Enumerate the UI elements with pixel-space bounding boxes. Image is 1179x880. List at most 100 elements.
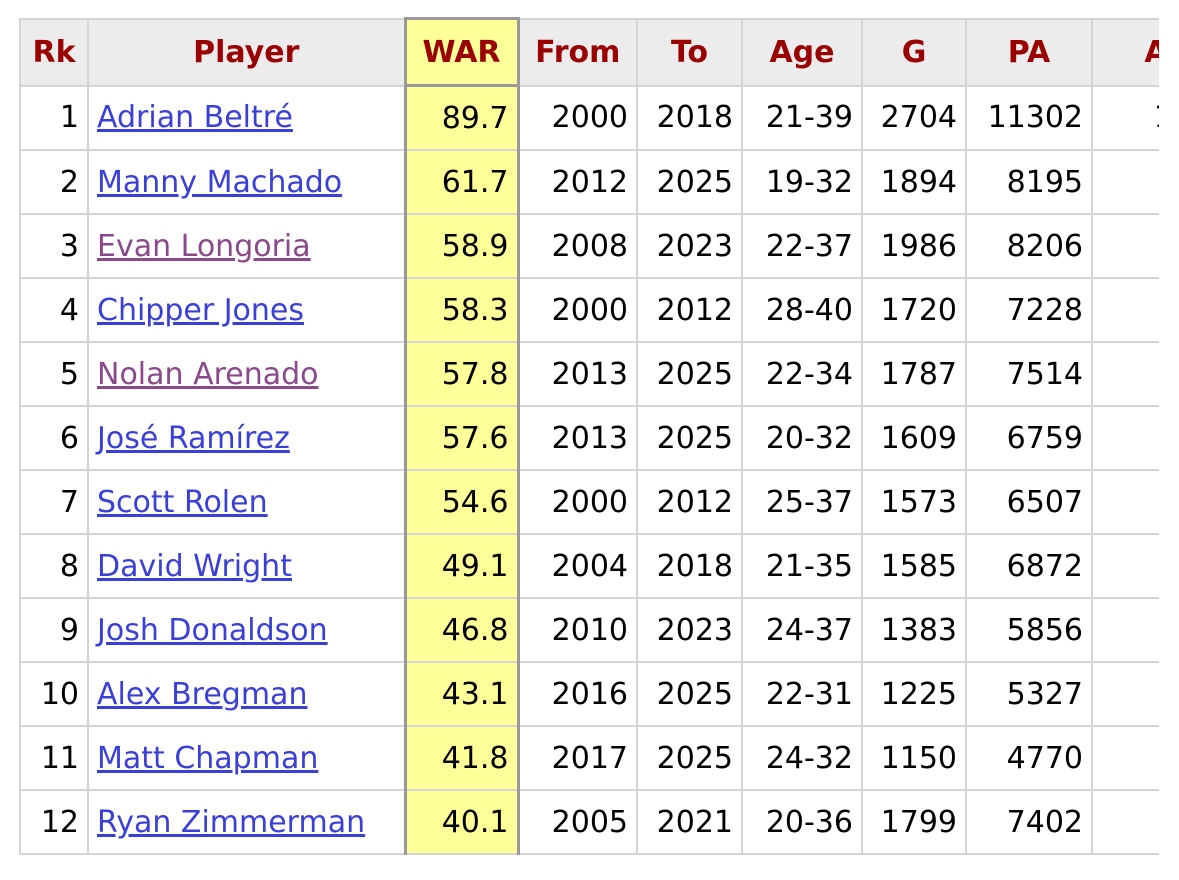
table-row: 1 Adrian Beltré 89.7 2000 2018 21-39 2704 11302…	[19, 84, 1159, 151]
table-cell: 41.8	[403, 725, 520, 791]
table-cell: 41	[1091, 725, 1159, 791]
table-cell: 6	[19, 405, 89, 471]
table-cell: 6507	[965, 469, 1093, 535]
column-header[interactable]: To	[636, 17, 743, 87]
table-cell: 22-37	[741, 213, 863, 279]
table-cell: 68	[1091, 341, 1159, 407]
table-cell: 1720	[861, 277, 967, 343]
player-link[interactable]: Alex Bregman	[97, 676, 308, 712]
table-cell: 22-31	[741, 661, 863, 727]
table-cell: 46.8	[403, 597, 520, 663]
player-link[interactable]: Evan Longoria	[97, 228, 311, 264]
table-cell: 74	[1091, 149, 1159, 215]
player-link[interactable]: Josh Donaldson	[97, 612, 328, 648]
player-cell: Nolan Arenado	[87, 341, 406, 407]
player-link[interactable]: Scott Rolen	[97, 484, 268, 520]
table-cell: 59	[1091, 533, 1159, 599]
player-link[interactable]: Nolan Arenado	[97, 356, 319, 392]
table-cell: 7402	[965, 789, 1093, 855]
table-cell: 5327	[965, 661, 1093, 727]
table-body: 1 Adrian Beltré 89.7 2000 2018 21-39 2704 11302…	[19, 84, 1159, 855]
table-cell: 20-32	[741, 405, 863, 471]
player-cell: Alex Bregman	[87, 661, 406, 727]
table-row: 9 Josh Donaldson 46.8 2010 2023 24-37 1383 5856…	[19, 597, 1159, 663]
table-cell: 1150	[861, 725, 967, 791]
column-header[interactable]: Rk	[19, 17, 89, 87]
table-cell: 73	[1091, 213, 1159, 279]
column-header[interactable]: PA	[965, 17, 1093, 87]
table-cell: 59	[1091, 405, 1159, 471]
table-cell: 22-34	[741, 341, 863, 407]
table-cell: 2025	[636, 149, 743, 215]
table-cell: 2018	[636, 533, 743, 599]
table-cell: 2018	[636, 84, 743, 151]
player-cell: Manny Machado	[87, 149, 406, 215]
player-link[interactable]: Manny Machado	[97, 164, 343, 200]
player-link[interactable]: José Ramírez	[97, 420, 290, 456]
table-cell: 2000	[517, 277, 638, 343]
player-cell: David Wright	[87, 533, 406, 599]
table-cell: 11	[19, 725, 89, 791]
table-cell: 8	[19, 533, 89, 599]
table-cell: 2016	[517, 661, 638, 727]
column-header[interactable]: From	[517, 17, 638, 87]
table-cell: 2008	[517, 213, 638, 279]
table-cell: 2012	[517, 149, 638, 215]
player-cell: Matt Chapman	[87, 725, 406, 791]
player-link[interactable]: Chipper Jones	[97, 292, 305, 328]
column-header[interactable]: WAR	[403, 17, 520, 87]
table-cell: 2017	[517, 725, 638, 791]
table-cell: 61.7	[403, 149, 520, 215]
table-cell: 4770	[965, 725, 1093, 791]
player-cell: Chipper Jones	[87, 277, 406, 343]
player-cell: Ryan Zimmerman	[87, 789, 406, 855]
table-cell: 4	[19, 277, 89, 343]
table-cell: 2025	[636, 341, 743, 407]
table-cell: 1	[19, 84, 89, 151]
player-cell: Scott Rolen	[87, 469, 406, 535]
header-row: RkPlayerWARFromToAgeGPAA	[19, 17, 1159, 87]
player-cell: Evan Longoria	[87, 213, 406, 279]
player-link[interactable]: Ryan Zimmerman	[97, 804, 366, 840]
table-cell: 57.6	[403, 405, 520, 471]
table-cell: 3	[19, 213, 89, 279]
column-header[interactable]: Age	[741, 17, 863, 87]
table-cell: 2005	[517, 789, 638, 855]
player-link[interactable]: Adrian Beltré	[97, 100, 293, 136]
table-cell: 2010	[517, 597, 638, 663]
table-cell: 103	[1091, 84, 1159, 151]
table-cell: 43.1	[403, 661, 520, 727]
table-cell: 1799	[861, 789, 967, 855]
table-cell: 24-37	[741, 597, 863, 663]
table-cell: 50	[1091, 597, 1159, 663]
table-cell: 20-36	[741, 789, 863, 855]
table-cell: 1585	[861, 533, 967, 599]
table-cell: 2013	[517, 405, 638, 471]
table-cell: 66	[1091, 789, 1159, 855]
player-link[interactable]: Matt Chapman	[97, 740, 319, 776]
table-cell: 7514	[965, 341, 1093, 407]
table-cell: 2025	[636, 661, 743, 727]
table-cell: 5856	[965, 597, 1093, 663]
player-cell: Josh Donaldson	[87, 597, 406, 663]
table-cell: 1787	[861, 341, 967, 407]
column-header[interactable]: Player	[87, 17, 406, 87]
player-link[interactable]: David Wright	[97, 548, 292, 584]
table-cell: 2012	[636, 469, 743, 535]
column-header[interactable]: A	[1091, 17, 1159, 87]
table-cell: 49.1	[403, 533, 520, 599]
table-cell: 2023	[636, 597, 743, 663]
table-cell: 1609	[861, 405, 967, 471]
column-header[interactable]: G	[861, 17, 967, 87]
table-cell: 54.6	[403, 469, 520, 535]
